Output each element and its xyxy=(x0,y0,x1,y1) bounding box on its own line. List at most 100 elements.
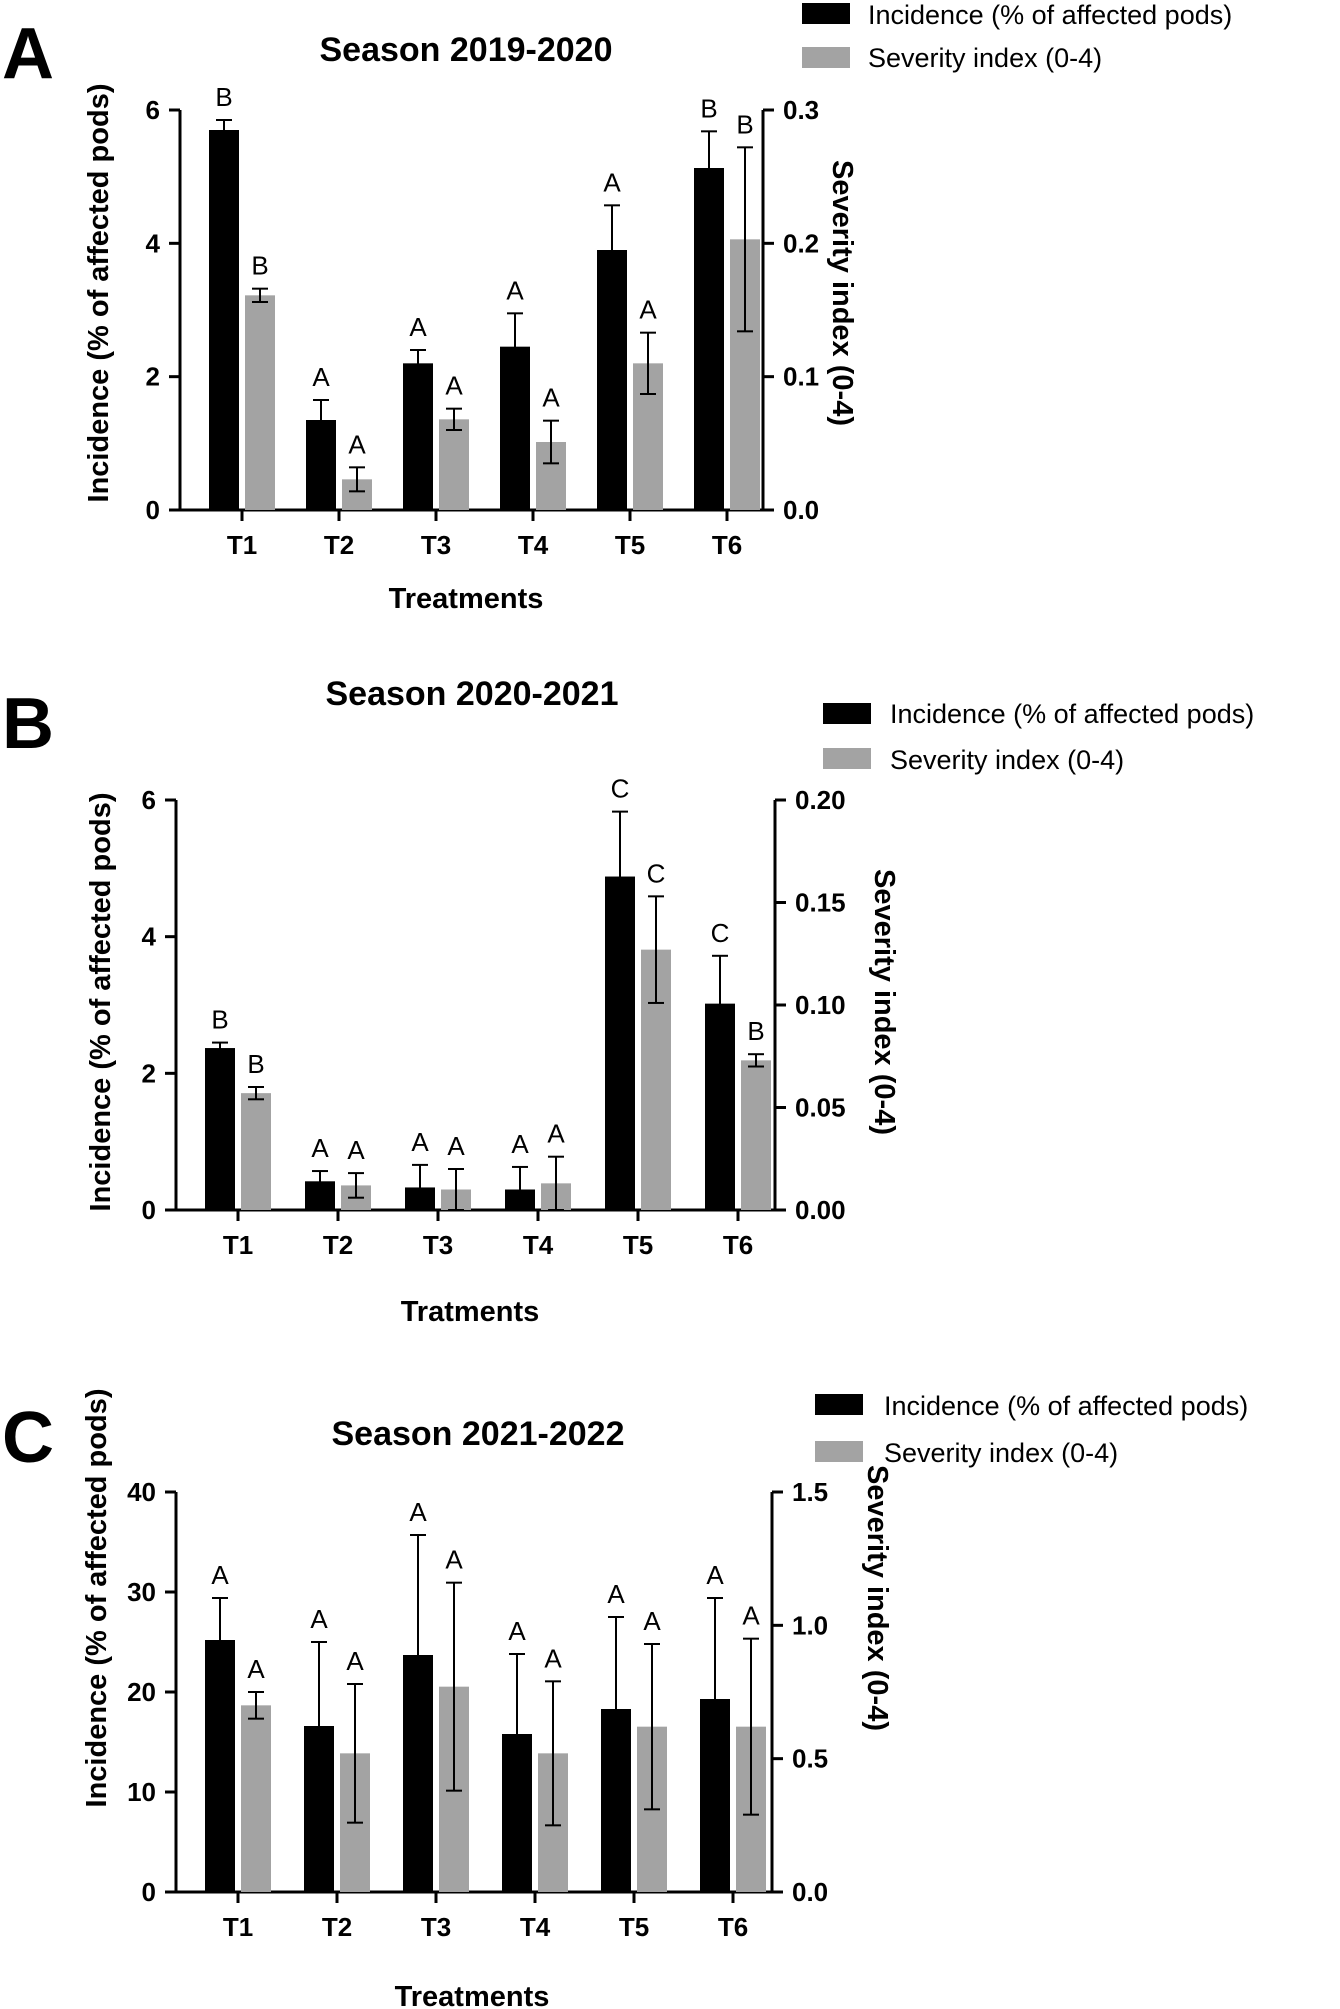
legend-label-severity: Severity index (0-4) xyxy=(890,745,1124,775)
y-axis-label: Incidence (% of affected pods) xyxy=(83,84,115,503)
y2-axis-label: Severity index (0-4) xyxy=(826,160,858,426)
significance-letter: B xyxy=(215,82,232,112)
significance-letter: A xyxy=(603,167,621,197)
x-axis-label: Treatments xyxy=(389,583,544,615)
x-tick-label: T5 xyxy=(619,1912,649,1942)
y-tick-label: 30 xyxy=(127,1577,156,1607)
y2-tick-label: 0.0 xyxy=(783,495,819,525)
panel-b: B Season 2020-2021 Tratments Incidence (… xyxy=(2,675,1254,1328)
legend-label-incidence: Incidence (% of affected pods) xyxy=(890,699,1254,729)
significance-letter: A xyxy=(411,1127,429,1157)
legend-swatch-incidence xyxy=(802,3,850,24)
significance-letter: A xyxy=(607,1579,625,1609)
y-tick-label: 2 xyxy=(146,362,160,392)
legend-swatch-severity xyxy=(823,748,871,769)
significance-letter: A xyxy=(506,275,524,305)
panel-letter: B xyxy=(2,684,54,764)
x-tick-label: T3 xyxy=(421,530,451,560)
y2-tick-label: 1.0 xyxy=(792,1610,828,1640)
panel-c: C Season 2021-2022 Treatments Incidence … xyxy=(2,1389,1248,2009)
y2-tick-label: 0.5 xyxy=(792,1744,828,1774)
x-tick-label: T4 xyxy=(518,530,549,560)
significance-letter: A xyxy=(542,383,560,413)
y2-tick-label: 0.1 xyxy=(783,362,819,392)
significance-letter: A xyxy=(742,1601,760,1631)
incidence-bar xyxy=(209,130,239,510)
x-tick-label: T1 xyxy=(223,1912,253,1942)
y-tick-label: 6 xyxy=(142,785,156,815)
severity-bar xyxy=(741,1060,771,1210)
legend-label-incidence: Incidence (% of affected pods) xyxy=(868,0,1232,30)
x-tick-label: T3 xyxy=(423,1230,453,1260)
x-axis-label: Treatments xyxy=(395,1981,550,2009)
y-tick-label: 6 xyxy=(146,95,160,125)
significance-letter: A xyxy=(445,1545,463,1575)
incidence-bar xyxy=(694,168,724,510)
x-tick-label: T2 xyxy=(323,1230,353,1260)
y-tick-label: 4 xyxy=(142,922,157,952)
significance-letter: A xyxy=(643,1606,661,1636)
y2-tick-label: 0.2 xyxy=(783,228,819,258)
legend-swatch-severity xyxy=(815,1441,863,1462)
legend-swatch-incidence xyxy=(823,703,871,724)
significance-letter: A xyxy=(639,295,657,325)
y2-tick-label: 1.5 xyxy=(792,1477,828,1507)
incidence-bar xyxy=(403,363,433,510)
significance-letter: A xyxy=(508,1616,526,1646)
legend-swatch-severity xyxy=(802,47,850,68)
y-tick-label: 4 xyxy=(146,228,161,258)
y2-tick-label: 0.00 xyxy=(795,1195,846,1225)
y-tick-label: 2 xyxy=(142,1058,156,1088)
legend-label-incidence: Incidence (% of affected pods) xyxy=(884,1391,1248,1421)
significance-letter: C xyxy=(711,918,730,948)
significance-letter: A xyxy=(409,312,427,342)
chart-title: Season 2021-2022 xyxy=(332,1415,625,1453)
x-tick-label: T4 xyxy=(523,1230,554,1260)
x-tick-label: T2 xyxy=(324,530,354,560)
y2-axis-label: Severity index (0-4) xyxy=(861,1465,893,1731)
significance-letter: A xyxy=(211,1560,229,1590)
y2-tick-label: 0.15 xyxy=(795,888,846,918)
incidence-bar xyxy=(205,1048,235,1210)
plot-area: 0102030400.00.51.01.5T1AAT2AAT3AAT4AAT5A… xyxy=(127,1477,828,1942)
chart-title: Season 2019-2020 xyxy=(320,31,613,69)
significance-letter: A xyxy=(310,1604,328,1634)
x-tick-label: T6 xyxy=(723,1230,753,1260)
significance-letter: A xyxy=(447,1131,465,1161)
severity-bar xyxy=(439,419,469,510)
significance-letter: B xyxy=(211,1005,228,1035)
significance-letter: B xyxy=(736,109,753,139)
y-tick-label: 10 xyxy=(127,1777,156,1807)
significance-letter: B xyxy=(747,1016,764,1046)
significance-letter: A xyxy=(547,1119,565,1149)
y2-tick-label: 0.05 xyxy=(795,1093,846,1123)
x-tick-label: T2 xyxy=(322,1912,352,1942)
severity-bar xyxy=(241,1093,271,1210)
x-axis-label: Tratments xyxy=(401,1296,540,1328)
panel-a: A Season 2019-2020 Treatments Incidence … xyxy=(2,0,1232,615)
x-tick-label: T5 xyxy=(623,1230,653,1260)
significance-letter: A xyxy=(311,1133,329,1163)
y-axis-label: Incidence (% of affected pods) xyxy=(81,1389,113,1808)
significance-letter: C xyxy=(611,774,630,804)
severity-bar xyxy=(241,1705,271,1892)
y2-tick-label: 0.3 xyxy=(783,95,819,125)
significance-letter: A xyxy=(445,371,463,401)
y-tick-label: 0 xyxy=(146,495,160,525)
severity-bar xyxy=(245,295,275,510)
legend-label-severity: Severity index (0-4) xyxy=(884,1438,1118,1468)
y-tick-label: 40 xyxy=(127,1477,156,1507)
significance-letter: B xyxy=(247,1049,264,1079)
legend-label-severity: Severity index (0-4) xyxy=(868,43,1102,73)
significance-letter: C xyxy=(647,858,666,888)
panel-letter: A xyxy=(2,14,54,94)
significance-letter: A xyxy=(348,429,366,459)
significance-letter: A xyxy=(706,1560,724,1590)
x-tick-label: T3 xyxy=(421,1912,451,1942)
x-tick-label: T6 xyxy=(718,1912,748,1942)
significance-letter: A xyxy=(347,1135,365,1165)
x-tick-label: T4 xyxy=(520,1912,551,1942)
significance-letter: A xyxy=(409,1497,427,1527)
